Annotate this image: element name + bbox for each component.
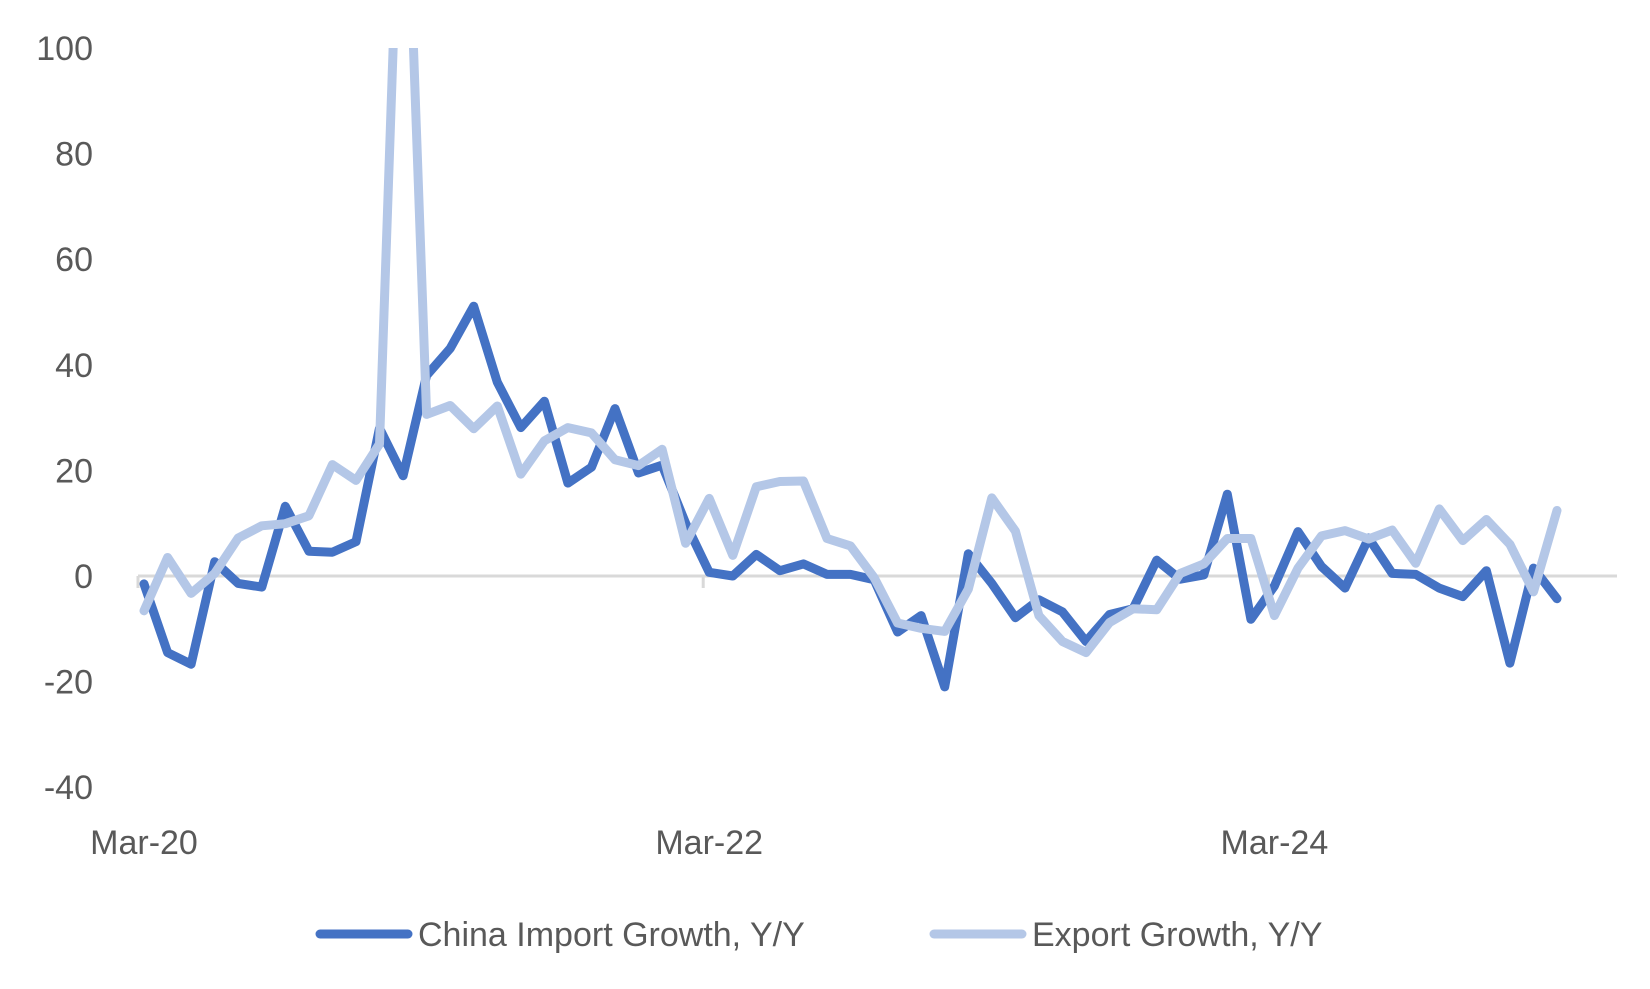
legend-label-import: China Import Growth, Y/Y bbox=[418, 916, 805, 954]
y-axis-tick-labels: 100 80 60 40 20 0 -20 -40 bbox=[36, 30, 93, 807]
y-tick-label: 20 bbox=[55, 452, 93, 490]
y-tick-label: 40 bbox=[55, 347, 93, 385]
series-lines bbox=[139, 48, 1562, 692]
y-tick-label: -40 bbox=[44, 769, 93, 807]
legend-label-export: Export Growth, Y/Y bbox=[1032, 916, 1322, 954]
x-tick-label: Mar-22 bbox=[655, 824, 763, 862]
y-tick-label: 100 bbox=[36, 30, 93, 68]
y-tick-label: 60 bbox=[55, 241, 93, 279]
y-tick-label: -20 bbox=[44, 664, 93, 702]
y-tick-label: 80 bbox=[55, 136, 93, 174]
y-tick-label: 0 bbox=[74, 558, 93, 596]
legend-item-import: China Import Growth, Y/Y bbox=[315, 916, 805, 954]
legend-item-export: Export Growth, Y/Y bbox=[929, 916, 1322, 954]
x-tick-label: Mar-24 bbox=[1221, 824, 1329, 862]
legend: China Import Growth, Y/Y Export Growth, … bbox=[315, 916, 1322, 954]
x-axis-tick-labels: Mar-20 Mar-22 Mar-24 bbox=[90, 824, 1328, 862]
x-tick-label: Mar-20 bbox=[90, 824, 198, 862]
export-growth-line bbox=[139, 48, 1562, 658]
import-growth-line bbox=[139, 301, 1562, 692]
